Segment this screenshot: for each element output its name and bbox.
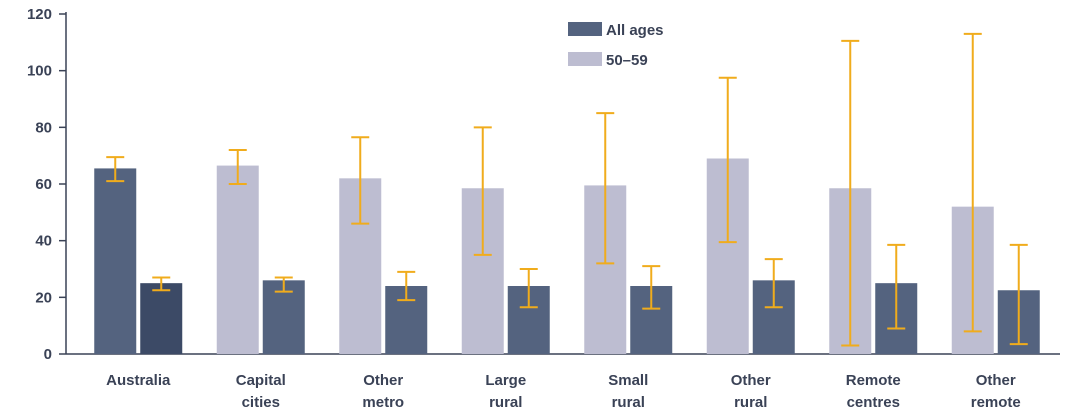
y-tick-label: 80 (35, 119, 52, 136)
category-label: Large (485, 372, 526, 389)
bar-50-59 (140, 283, 183, 354)
category-label: rural (734, 394, 767, 411)
y-tick-label: 100 (27, 63, 52, 80)
category-label: Other (363, 372, 403, 389)
category-label: metro (362, 394, 404, 411)
y-tick-label: 0 (44, 346, 52, 363)
category-label: Other (731, 372, 771, 389)
y-tick-label: 60 (35, 176, 52, 193)
chart-bars (94, 158, 1040, 354)
category-label: Remote (846, 372, 901, 389)
category-label: Small (608, 372, 648, 389)
legend-swatch-all-ages (568, 22, 602, 36)
y-tick-label: 120 (27, 6, 52, 23)
bar-all-ages (94, 168, 137, 354)
y-tick-label: 40 (35, 233, 52, 250)
legend-label-all-ages: All ages (606, 22, 664, 39)
legend-swatch-50-59 (568, 52, 602, 66)
y-axis-ticks: 0 20 40 60 80 100 120 (27, 6, 66, 363)
category-labels: Australia Capital cities Other metro Large rur… (106, 372, 1021, 411)
legend-label-50-59: 50–59 (606, 52, 648, 69)
error-bars (106, 32, 1028, 347)
bar-all-ages (216, 165, 259, 354)
category-label: centres (847, 394, 900, 411)
chart-legend: All ages 50–59 (568, 22, 664, 69)
y-tick-label: 20 (35, 289, 52, 306)
category-label: Australia (106, 372, 171, 389)
category-label: Other (976, 372, 1016, 389)
category-label: rural (489, 394, 522, 411)
category-label: rural (612, 394, 645, 411)
category-label: cities (242, 394, 280, 411)
category-label: Capital (236, 372, 286, 389)
category-label: remote (971, 394, 1021, 411)
